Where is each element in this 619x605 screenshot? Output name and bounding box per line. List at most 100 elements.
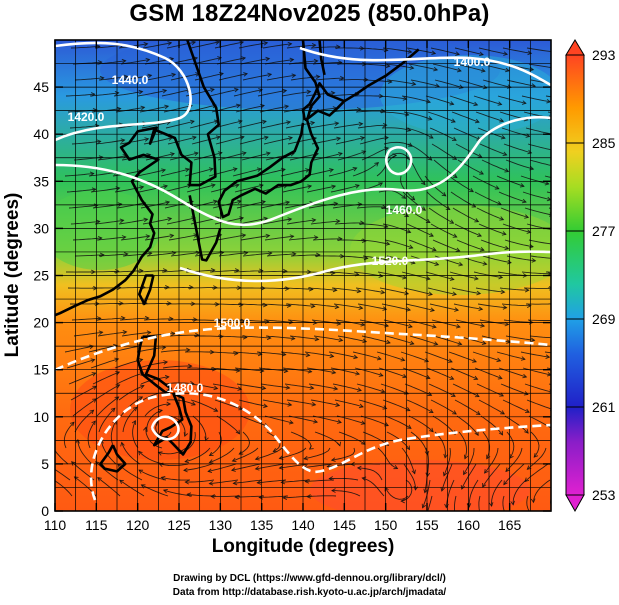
streamline	[145, 153, 175, 161]
streamline-arrow	[552, 50, 556, 54]
streamline	[526, 399, 551, 410]
streamline-arrow	[285, 385, 291, 390]
streamline	[357, 303, 387, 310]
streamline-arrow	[208, 167, 214, 172]
coastline	[301, 82, 346, 122]
streamline	[192, 415, 207, 441]
streamline	[430, 399, 457, 415]
streamline	[502, 47, 532, 54]
streamline-arrow	[405, 445, 410, 451]
streamline	[73, 331, 103, 337]
streamline-arrow	[234, 183, 240, 188]
streamline-arrow	[120, 138, 126, 143]
streamline	[312, 238, 342, 241]
streamline	[235, 495, 265, 498]
streamline	[112, 345, 142, 353]
streamline	[233, 479, 263, 484]
streamline-arrow	[331, 369, 337, 375]
streamline-arrow	[219, 250, 225, 256]
streamline-arrow	[452, 173, 458, 179]
streamline	[355, 110, 385, 113]
streamline-arrow	[115, 269, 120, 274]
streamline	[528, 415, 551, 429]
streamline-arrow	[234, 87, 239, 93]
colorbar-tick-label: 285	[592, 135, 616, 151]
streamline	[382, 47, 412, 53]
streamline-arrow	[167, 41, 173, 46]
streamline-arrow	[313, 419, 319, 424]
streamline-arrow	[267, 72, 273, 78]
streamline	[290, 431, 312, 450]
streamline-arrow	[208, 459, 214, 464]
streamline	[166, 217, 196, 225]
streamline-arrow	[376, 355, 382, 361]
streamline-arrow	[497, 101, 503, 106]
streamline-arrow	[479, 51, 484, 57]
streamline	[68, 204, 98, 209]
streamline	[304, 447, 331, 460]
streamline-arrow	[503, 51, 509, 56]
streamline-arrow	[187, 363, 193, 369]
streamline	[118, 385, 144, 401]
streamline	[478, 223, 506, 235]
streamline-arrow	[482, 84, 488, 90]
streamline	[96, 236, 126, 241]
streamline	[477, 127, 506, 139]
streamline-arrow	[306, 494, 312, 499]
streamline	[283, 287, 313, 290]
streamline-arrow	[307, 184, 313, 189]
streamline-arrow	[472, 358, 477, 363]
streamline	[286, 399, 316, 406]
streamline-arrow	[480, 323, 486, 328]
streamline	[238, 42, 268, 49]
colorbar-tick-label: 277	[592, 223, 616, 239]
streamline-arrow	[430, 307, 435, 312]
streamline-arrow	[307, 368, 313, 374]
streamline-arrow	[469, 188, 474, 193]
streamline-arrow	[405, 407, 411, 412]
streamline-arrow	[217, 151, 223, 156]
colorbar-body	[565, 54, 585, 496]
streamline-arrow	[480, 68, 486, 73]
streamline	[384, 415, 412, 429]
streamline-arrow	[473, 101, 479, 107]
streamline-arrow	[309, 385, 315, 390]
streamline	[434, 79, 463, 89]
streamline	[427, 111, 456, 123]
streamline	[431, 143, 457, 160]
streamline	[454, 399, 481, 415]
streamline-arrow	[119, 479, 124, 485]
streamline-arrow	[162, 88, 168, 94]
streamline-arrow	[50, 441, 54, 445]
streamline-arrow	[329, 353, 335, 359]
streamline-arrow	[265, 56, 271, 62]
streamline	[358, 47, 388, 51]
streamline	[430, 47, 460, 55]
streamline	[330, 367, 360, 375]
streamline-arrow	[146, 330, 152, 335]
streamline-arrow	[282, 495, 288, 500]
streamline	[63, 422, 75, 449]
streamline	[308, 202, 338, 209]
streamline-arrow	[449, 375, 455, 380]
streamline-arrow	[378, 273, 384, 278]
streamline-arrow	[163, 184, 169, 189]
streamline-arrow	[406, 424, 412, 429]
contour-low-1460	[385, 146, 413, 176]
streamline	[122, 407, 138, 433]
streamline	[331, 287, 361, 292]
streamline-arrow	[400, 498, 405, 504]
streamline-arrow	[458, 84, 464, 89]
streamline	[217, 335, 247, 338]
streamline	[161, 476, 191, 481]
colorbar-tick-label: 253	[592, 487, 616, 503]
streamline	[233, 270, 263, 273]
streamline	[310, 399, 340, 406]
streamline	[138, 450, 165, 465]
streamline-arrow	[445, 205, 451, 211]
streamline	[307, 287, 337, 291]
streamline	[473, 95, 502, 105]
streamline-arrow	[421, 206, 427, 211]
streamline	[359, 223, 388, 228]
streamline-arrow	[519, 183, 525, 188]
